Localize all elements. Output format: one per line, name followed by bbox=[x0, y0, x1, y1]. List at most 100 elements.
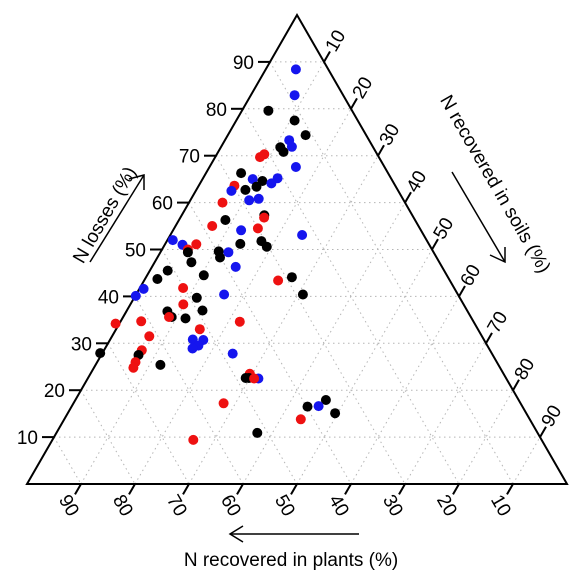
plants-tick-20 bbox=[452, 483, 460, 495]
data-point-red bbox=[218, 398, 229, 409]
losses-tick-label: 10 bbox=[17, 428, 38, 449]
grid-line-soils-60 bbox=[350, 296, 460, 485]
grid-line-plants-80 bbox=[80, 389, 136, 485]
plants-direction-arrow bbox=[228, 525, 359, 543]
plants-tick-70 bbox=[182, 483, 190, 495]
data-point-red bbox=[110, 318, 121, 329]
data-point-black bbox=[220, 215, 231, 225]
soils-tick-70 bbox=[485, 332, 493, 344]
data-point-red bbox=[188, 434, 199, 445]
grid-line-plants-10 bbox=[269, 61, 514, 485]
plants-tick-50 bbox=[290, 483, 298, 495]
losses-tick-label: 90 bbox=[233, 53, 254, 74]
data-point-blue bbox=[130, 290, 141, 301]
data-point-black bbox=[198, 270, 209, 281]
data-point-blue bbox=[289, 90, 300, 101]
data-point-blue bbox=[266, 178, 277, 189]
data-point-black bbox=[197, 305, 208, 316]
data-point-black bbox=[297, 289, 308, 300]
data-point-black bbox=[240, 184, 251, 195]
data-point-blue bbox=[297, 230, 308, 240]
data-point-red bbox=[252, 223, 263, 234]
data-point-black bbox=[320, 395, 331, 405]
grid-line-plants-70 bbox=[107, 343, 190, 485]
soils-tick-label: 50 bbox=[430, 214, 459, 243]
data-point-red bbox=[217, 197, 228, 208]
grid-line-soils-10 bbox=[80, 61, 325, 485]
data-point-blue bbox=[290, 162, 301, 172]
soils-tick-label: 70 bbox=[484, 308, 513, 337]
grid-line-plants-60 bbox=[134, 296, 244, 485]
soils-tick-30 bbox=[377, 144, 385, 157]
soils-tick-label: 30 bbox=[376, 120, 405, 149]
data-point-blue bbox=[290, 64, 301, 75]
plants-tick-90 bbox=[74, 483, 82, 495]
grid-line-plants-30 bbox=[215, 155, 406, 485]
plants-tick-60 bbox=[236, 483, 244, 495]
plants-axis-label: N recovered in plants (%) bbox=[184, 550, 398, 571]
soils-tick-80 bbox=[512, 379, 520, 391]
data-point-blue bbox=[286, 141, 297, 152]
data-point-red bbox=[194, 324, 205, 335]
soils-tick-label: 80 bbox=[511, 355, 540, 384]
data-point-blue bbox=[253, 193, 264, 204]
soils-tick-label: 20 bbox=[349, 74, 378, 103]
plants-tick-label: 90 bbox=[54, 491, 83, 520]
grid-line-plants-40 bbox=[188, 202, 352, 485]
data-point-red bbox=[164, 312, 174, 322]
plants-tick-30 bbox=[398, 483, 406, 495]
grid-line-soils-90 bbox=[512, 436, 541, 485]
data-point-black bbox=[330, 408, 341, 419]
data-point-black bbox=[240, 373, 251, 383]
data-point-red bbox=[178, 283, 189, 293]
data-point-black bbox=[300, 130, 311, 141]
data-point-blue bbox=[187, 343, 198, 354]
data-point-red bbox=[178, 299, 189, 310]
plants-tick-label: 50 bbox=[270, 491, 299, 520]
data-point-blue bbox=[244, 195, 255, 206]
grid-line-soils-80 bbox=[458, 389, 514, 485]
data-point-black bbox=[95, 348, 106, 359]
data-point-black bbox=[186, 257, 197, 268]
soils-tick-20 bbox=[350, 97, 358, 110]
data-point-red bbox=[255, 152, 265, 163]
data-point-red bbox=[295, 414, 306, 425]
grid-line-soils-70 bbox=[404, 343, 487, 485]
data-point-blue bbox=[226, 185, 237, 196]
plants-tick-label: 80 bbox=[108, 491, 137, 520]
data-point-black bbox=[302, 401, 313, 412]
data-point-black bbox=[263, 105, 274, 116]
losses-tick-label: 40 bbox=[98, 287, 119, 308]
data-point-blue bbox=[313, 401, 324, 412]
soils-tick-label: 60 bbox=[457, 261, 486, 290]
plants-tick-40 bbox=[344, 483, 352, 495]
grid-line-soils-50 bbox=[296, 249, 433, 485]
losses-tick-label: 50 bbox=[125, 241, 146, 262]
data-point-blue bbox=[247, 174, 258, 185]
soils-axis-label: N recovered in soils (%) bbox=[435, 92, 554, 277]
soils-tick-50 bbox=[431, 238, 439, 251]
losses-tick-label: 20 bbox=[44, 381, 65, 402]
data-point-blue bbox=[138, 283, 149, 294]
plants-tick-10 bbox=[506, 483, 514, 495]
data-point-red bbox=[259, 212, 270, 223]
plants-tick-label: 20 bbox=[432, 491, 461, 520]
data-point-black bbox=[155, 359, 166, 370]
data-point-black bbox=[236, 168, 247, 179]
data-point-red bbox=[249, 373, 260, 384]
soils-direction-arrow bbox=[451, 171, 506, 264]
data-point-red bbox=[234, 316, 245, 327]
data-point-red bbox=[207, 221, 218, 231]
data-point-black bbox=[261, 241, 272, 252]
soils-tick-label: 10 bbox=[322, 27, 351, 56]
losses-tick-label: 60 bbox=[152, 194, 173, 215]
data-point-blue bbox=[219, 289, 230, 300]
grid-line-plants-90 bbox=[53, 436, 82, 485]
data-point-blue bbox=[227, 348, 238, 359]
losses-direction-arrow bbox=[89, 174, 145, 263]
plants-tick-label: 10 bbox=[486, 491, 515, 520]
data-point-black bbox=[251, 181, 262, 192]
data-point-black bbox=[191, 292, 202, 303]
data-point-black bbox=[278, 146, 289, 157]
